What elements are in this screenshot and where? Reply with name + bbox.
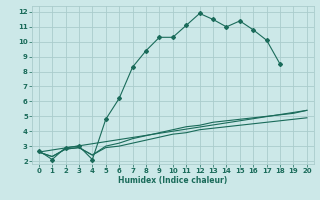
- X-axis label: Humidex (Indice chaleur): Humidex (Indice chaleur): [118, 176, 228, 185]
